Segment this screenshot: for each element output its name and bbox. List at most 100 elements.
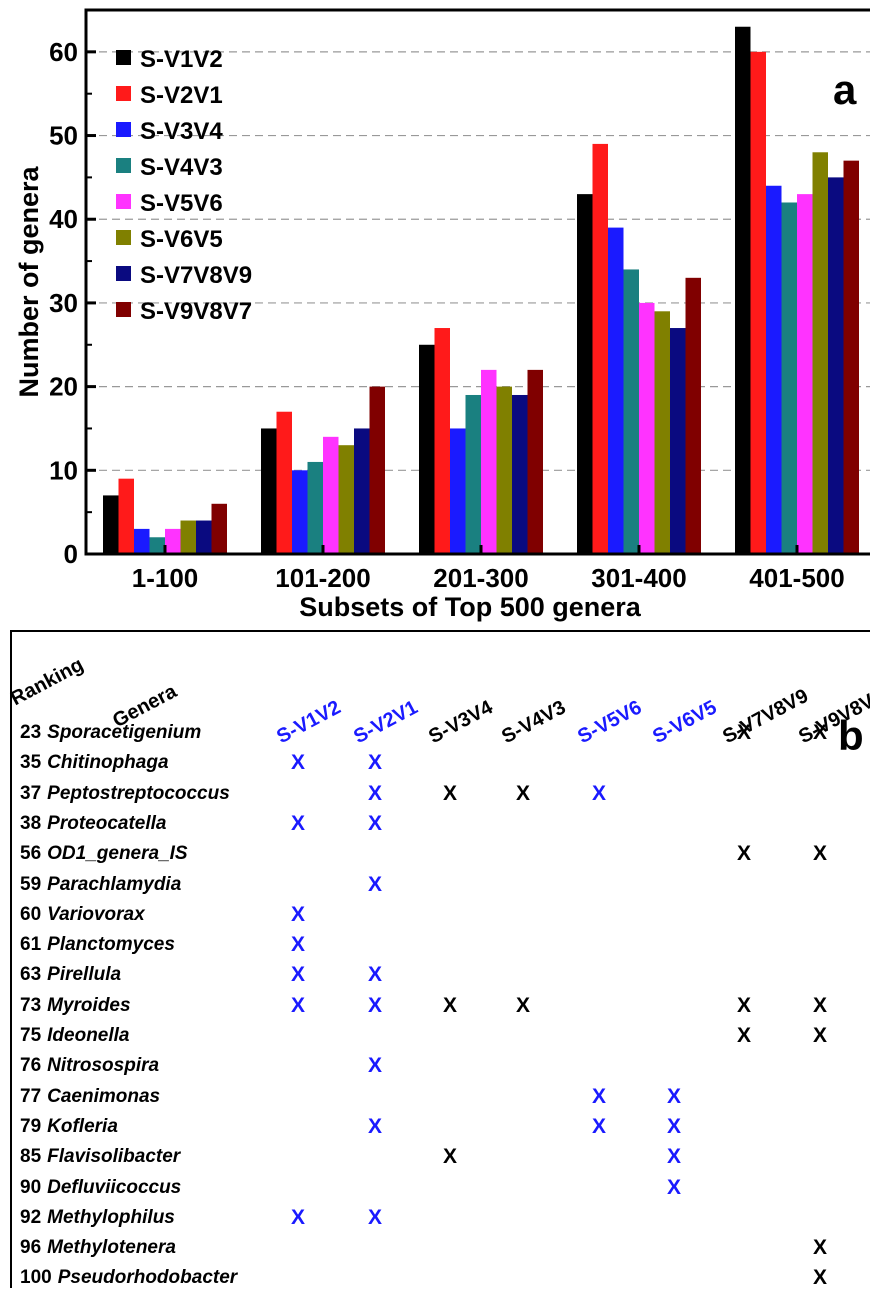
presence-mark: X xyxy=(368,751,383,775)
bar xyxy=(323,436,339,554)
genera-table-panel: Ranking Genera S-V1V2 S-V2V1 S-V3V4 S-V4V3 S… xyxy=(0,630,870,1289)
table-row: 38 Proteocatella xyxy=(20,813,166,835)
genus-name: Pirellula xyxy=(47,964,122,986)
genus-name: Caenimonas xyxy=(47,1085,161,1107)
bar xyxy=(103,495,119,554)
presence-mark: X xyxy=(592,1084,607,1108)
bar xyxy=(354,428,370,554)
bar xyxy=(654,311,670,554)
bar xyxy=(419,344,435,554)
table-row: 75 Ideonella xyxy=(20,1025,130,1047)
genus-name: OD1_genera_IS xyxy=(47,843,188,865)
presence-mark: X xyxy=(737,993,752,1017)
y-tick-label: 60 xyxy=(49,37,78,67)
ranking-value: 73 xyxy=(20,994,42,1016)
genus-name: Variovorax xyxy=(47,903,145,925)
legend-swatch xyxy=(116,230,131,245)
presence-mark: X xyxy=(291,993,306,1017)
table-row: 90 Defluviicoccus xyxy=(20,1177,181,1199)
bar xyxy=(843,160,859,554)
bar xyxy=(481,369,497,554)
bar xyxy=(450,428,466,554)
legend-swatch xyxy=(116,86,131,101)
table-row: 79 Kofleria xyxy=(20,1116,118,1138)
x-ticks: 1-100 101-200 201-300 301-400 401-500 xyxy=(132,545,845,593)
bar xyxy=(496,386,512,554)
presence-mark: X xyxy=(368,1054,383,1078)
legend-swatch xyxy=(116,50,131,65)
presence-mark: X xyxy=(813,1236,828,1260)
genus-name: Methylotenera xyxy=(47,1237,176,1259)
y-axis-label: Number of genera xyxy=(14,165,44,397)
legend-label: S-V3V4 xyxy=(140,118,223,145)
bars xyxy=(103,26,859,554)
bar-chart: 0 10 20 30 40 50 60 1-100 101-200 201-300 301-400… xyxy=(14,8,870,622)
presence-mark: X xyxy=(516,993,531,1017)
table-row: 23 Sporacetigenium xyxy=(20,722,201,744)
bar xyxy=(527,369,543,554)
ranking-value: 60 xyxy=(20,903,42,925)
ranking-value: 77 xyxy=(20,1085,42,1107)
ranking-value: 59 xyxy=(20,873,42,895)
bar xyxy=(149,537,165,554)
presence-mark: X xyxy=(667,1175,682,1199)
bar xyxy=(261,428,277,554)
ranking-value: 38 xyxy=(20,812,42,834)
genus-name: Nitrosospira xyxy=(47,1055,160,1077)
genus-name: Proteocatella xyxy=(47,812,167,834)
presence-mark: X xyxy=(667,1114,682,1138)
bar xyxy=(608,227,624,554)
presence-mark: X xyxy=(813,842,828,866)
bar xyxy=(577,194,593,554)
ranking-value: 37 xyxy=(20,782,42,804)
table-row: 77 Caenimonas xyxy=(20,1086,160,1108)
x-axis-label: Subsets of Top 500 genera xyxy=(299,592,642,622)
table-row: 61 Planctomyces xyxy=(20,934,175,956)
presence-mark: X xyxy=(368,872,383,896)
presence-mark: X xyxy=(737,842,752,866)
genus-name: Parachlamydia xyxy=(47,873,182,895)
legend-label: S-V2V1 xyxy=(140,82,223,109)
presence-mark: X xyxy=(737,721,752,744)
bar xyxy=(781,202,797,554)
ranking-value: 96 xyxy=(20,1237,42,1259)
legend-label: S-V9V8V7 xyxy=(140,298,252,325)
presence-mark: X xyxy=(368,781,383,805)
bar xyxy=(307,461,323,554)
bar xyxy=(196,520,212,554)
table-row: 100 Pseudorhodobacter xyxy=(20,1267,237,1289)
presence-mark: X xyxy=(516,781,531,805)
genus-name: Ideonella xyxy=(47,1025,130,1046)
bar xyxy=(134,528,150,554)
ranking-value: 23 xyxy=(20,722,42,743)
ranking-value: 76 xyxy=(20,1055,42,1077)
bar xyxy=(118,478,134,554)
legend-label: S-V1V2 xyxy=(140,46,223,73)
genus-name: Chitinophaga xyxy=(47,752,169,774)
x-tick-label: 201-300 xyxy=(433,563,528,593)
x-tick-label: 301-400 xyxy=(591,563,686,593)
bar xyxy=(735,26,751,554)
x-tick-label: 101-200 xyxy=(275,563,370,593)
legend-swatch xyxy=(116,266,131,281)
bar xyxy=(623,269,639,554)
bar xyxy=(434,328,450,554)
genus-name: Sporacetigenium xyxy=(47,722,202,743)
genus-name: Methylophilus xyxy=(47,1206,175,1228)
x-tick-label: 401-500 xyxy=(749,563,844,593)
legend-label: S-V4V3 xyxy=(140,154,223,181)
plot-frame xyxy=(84,8,870,556)
presence-mark: X xyxy=(737,1024,752,1047)
ranking-value: 100 xyxy=(20,1267,52,1289)
bar xyxy=(828,177,844,554)
bar xyxy=(812,152,828,554)
legend-label: S-V5V6 xyxy=(140,190,223,217)
presence-mark: X xyxy=(291,751,306,775)
genus-name: Myroides xyxy=(47,994,131,1016)
ranking-value: 79 xyxy=(20,1115,42,1137)
presence-mark: X xyxy=(291,1205,306,1229)
presence-mark: X xyxy=(667,1084,682,1108)
presence-mark: X xyxy=(368,811,383,835)
bar xyxy=(797,194,813,554)
y-tick-label: 0 xyxy=(64,539,78,569)
